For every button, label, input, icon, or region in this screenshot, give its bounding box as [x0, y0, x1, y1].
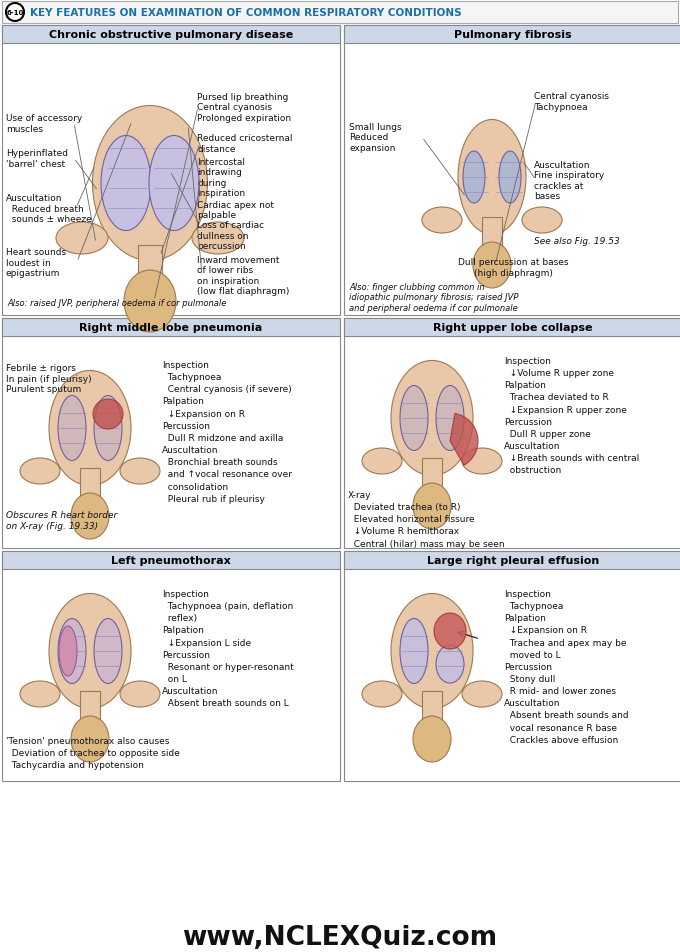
- Text: Auscultation
  Reduced breath
  sounds ± wheeze: Auscultation Reduced breath sounds ± whe…: [6, 194, 92, 224]
- Bar: [422, 691, 442, 722]
- Bar: [80, 468, 100, 499]
- Text: Inspection
  Tachypnoea
Palpation
  ↓Expansion on R
  Trachea and apex may be
  : Inspection Tachypnoea Palpation ↓Expansi…: [504, 589, 628, 744]
- Bar: [2, 319, 340, 337]
- Ellipse shape: [192, 223, 244, 255]
- Text: 6-10: 6-10: [6, 10, 24, 16]
- Ellipse shape: [422, 208, 462, 234]
- Text: Cardiac apex not
palpable
Loss of cardiac
dullness on
percussion: Cardiac apex not palpable Loss of cardia…: [197, 201, 274, 251]
- Ellipse shape: [56, 223, 108, 255]
- Ellipse shape: [362, 682, 402, 707]
- Text: Small lungs
Reduced
expansion: Small lungs Reduced expansion: [349, 123, 402, 152]
- Ellipse shape: [94, 619, 122, 684]
- Ellipse shape: [522, 208, 562, 234]
- Text: Right middle lobe pneumonia: Right middle lobe pneumonia: [80, 323, 262, 332]
- Ellipse shape: [400, 387, 428, 451]
- Bar: [344, 551, 680, 569]
- Ellipse shape: [58, 619, 86, 684]
- Text: See also Fig. 19.53: See also Fig. 19.53: [534, 236, 619, 246]
- Text: Central cyanosis
Tachypnoea: Central cyanosis Tachypnoea: [534, 92, 609, 111]
- Ellipse shape: [120, 459, 160, 485]
- Ellipse shape: [120, 682, 160, 707]
- Bar: [2, 2, 678, 24]
- Text: Also: finger clubbing common in
idiopathic pulmonary fibrosis; raised JVP
and pe: Also: finger clubbing common in idiopath…: [349, 283, 518, 312]
- Ellipse shape: [413, 716, 451, 763]
- Ellipse shape: [20, 459, 60, 485]
- Ellipse shape: [362, 448, 402, 474]
- Text: Chronic obstructive pulmonary disease: Chronic obstructive pulmonary disease: [49, 30, 293, 40]
- Text: Right upper lobe collapse: Right upper lobe collapse: [433, 323, 593, 332]
- Text: Use of accessory
muscles: Use of accessory muscles: [6, 114, 82, 133]
- Bar: [344, 551, 680, 782]
- Bar: [344, 26, 680, 44]
- Text: Inspection
  Tachypnoea
  Central cyanosis (if severe)
Palpation
  ↓Expansion on: Inspection Tachypnoea Central cyanosis (…: [162, 361, 292, 503]
- Ellipse shape: [458, 120, 526, 235]
- Ellipse shape: [71, 716, 109, 763]
- Ellipse shape: [58, 396, 86, 461]
- Ellipse shape: [124, 270, 176, 332]
- Text: Inspection
  Tachypnoea (pain, deflation
  reflex)
Palpation
  ↓Expansion L side: Inspection Tachypnoea (pain, deflation r…: [162, 589, 294, 707]
- Text: Dull percussion at bases
(high diaphragm): Dull percussion at bases (high diaphragm…: [458, 258, 568, 277]
- Ellipse shape: [149, 136, 199, 231]
- Wedge shape: [450, 414, 478, 466]
- Bar: [482, 218, 502, 248]
- Bar: [344, 26, 680, 316]
- Bar: [344, 319, 680, 548]
- Text: 'Tension' pneumothorax also causes
  Deviation of trachea to opposite side
  Tac: 'Tension' pneumothorax also causes Devia…: [6, 736, 180, 769]
- Text: Hyperinflated
'barrel' chest: Hyperinflated 'barrel' chest: [6, 149, 68, 169]
- Ellipse shape: [49, 594, 131, 708]
- Ellipse shape: [93, 400, 123, 429]
- Ellipse shape: [463, 151, 485, 204]
- Text: Heart sounds
loudest in
epigastrium: Heart sounds loudest in epigastrium: [6, 248, 66, 278]
- Ellipse shape: [400, 619, 428, 684]
- Bar: [422, 459, 442, 488]
- Ellipse shape: [101, 136, 151, 231]
- Bar: [2, 26, 340, 44]
- Text: Auscultation
Fine inspiratory
crackles at
bases: Auscultation Fine inspiratory crackles a…: [534, 161, 605, 201]
- Ellipse shape: [473, 243, 511, 288]
- Ellipse shape: [391, 361, 473, 476]
- Text: Left pneumothorax: Left pneumothorax: [111, 555, 231, 565]
- Text: Reduced cricosternal
distance: Reduced cricosternal distance: [197, 134, 292, 153]
- Ellipse shape: [436, 387, 464, 451]
- Ellipse shape: [434, 613, 466, 649]
- Bar: [344, 319, 680, 337]
- Text: X-ray
  Deviated trachea (to R)
  Elevated horizontal fissure
  ↓Volume R hemith: X-ray Deviated trachea (to R) Elevated h…: [348, 490, 505, 548]
- Text: www,NCLEXQuiz.com: www,NCLEXQuiz.com: [182, 924, 498, 950]
- Text: Obscures R heart border
on X-ray (Fig. 19.33): Obscures R heart border on X-ray (Fig. 1…: [6, 511, 117, 530]
- Ellipse shape: [49, 371, 131, 486]
- Text: Intercostal
indrawing
during
inspiration: Intercostal indrawing during inspiration: [197, 158, 245, 198]
- Bar: [2, 551, 340, 569]
- Text: Also: raised JVP, peripheral oedema if cor pulmonale: Also: raised JVP, peripheral oedema if c…: [7, 299, 226, 308]
- Bar: [80, 691, 100, 722]
- Ellipse shape: [413, 484, 451, 529]
- Ellipse shape: [71, 493, 109, 540]
- Bar: [138, 246, 162, 282]
- Text: Inspection
  ↓Volume R upper zone
Palpation
  Trachea deviated to R
  ↓Expansion: Inspection ↓Volume R upper zone Palpatio…: [504, 357, 639, 475]
- Ellipse shape: [20, 682, 60, 707]
- Text: Large right pleural effusion: Large right pleural effusion: [427, 555, 599, 565]
- Text: Inward movement
of lower ribs
on inspiration
(low flat diaphragm): Inward movement of lower ribs on inspira…: [197, 256, 290, 296]
- Text: Febrile ± rigors
In pain (if pleurisy)
Purulent sputum: Febrile ± rigors In pain (if pleurisy) P…: [6, 364, 92, 393]
- Ellipse shape: [462, 682, 502, 707]
- Text: Pulmonary fibrosis: Pulmonary fibrosis: [454, 30, 572, 40]
- Text: KEY FEATURES ON EXAMINATION OF COMMON RESPIRATORY CONDITIONS: KEY FEATURES ON EXAMINATION OF COMMON RE…: [30, 8, 462, 18]
- Ellipse shape: [462, 448, 502, 474]
- Text: Pursed lip breathing
Central cyanosis
Prolonged expiration: Pursed lip breathing Central cyanosis Pr…: [197, 93, 291, 123]
- Circle shape: [6, 4, 24, 22]
- Ellipse shape: [59, 626, 77, 676]
- Ellipse shape: [92, 107, 207, 261]
- Bar: [2, 551, 340, 782]
- Ellipse shape: [391, 594, 473, 708]
- Ellipse shape: [499, 151, 521, 204]
- Ellipse shape: [94, 396, 122, 461]
- Ellipse shape: [436, 645, 464, 684]
- Bar: [2, 319, 340, 548]
- Bar: [2, 26, 340, 316]
